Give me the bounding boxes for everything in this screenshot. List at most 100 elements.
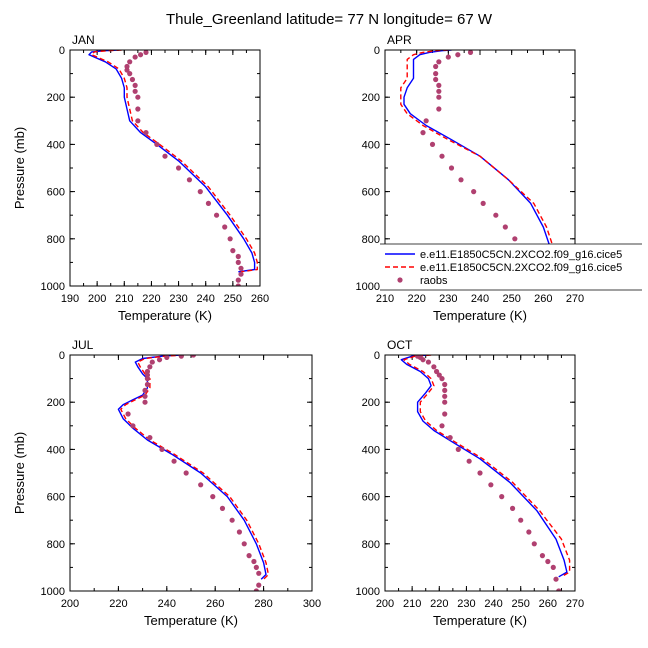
- plot-area: [117, 355, 270, 591]
- raobs-point: [147, 364, 153, 370]
- raobs-point: [210, 494, 216, 500]
- y-tick-label: 600: [362, 492, 380, 504]
- x-tick-label: 220: [407, 293, 425, 305]
- raobs-point: [439, 153, 445, 159]
- raobs-point: [433, 76, 439, 83]
- raobs-point: [442, 381, 448, 388]
- raobs-point: [125, 411, 131, 417]
- panel-oct: OCT 200 210 220 230 240 250 260 270 0 200 400 600 800…: [356, 338, 585, 628]
- raobs-point: [493, 212, 499, 218]
- x-tick-label: 300: [303, 598, 321, 610]
- x-tick-label: 210: [376, 293, 394, 305]
- x-tick-label: 240: [484, 598, 502, 610]
- raobs-point: [436, 88, 442, 94]
- raobs-point: [238, 265, 244, 271]
- x-tick-label: 270: [566, 293, 584, 305]
- plot-frame: [69, 354, 313, 592]
- raobs-point: [144, 381, 151, 388]
- raobs-point: [156, 357, 163, 363]
- raobs-point: [436, 106, 442, 112]
- raobs-point: [235, 259, 241, 265]
- y-tick-label: 200: [362, 397, 380, 409]
- raobs-point: [429, 141, 436, 147]
- raobs-point: [256, 582, 262, 588]
- y-tick-label: 400: [362, 139, 380, 151]
- x-tick-label: 200: [61, 598, 79, 610]
- raobs-point: [512, 236, 518, 242]
- model-line-dashed: [403, 355, 571, 578]
- panel-jan: JAN 190 200 210 220 230 240 250 260 0 200 400 600 800…: [12, 33, 269, 323]
- raobs-point: [159, 446, 165, 452]
- x-axis-label: Temperature (K): [433, 613, 527, 628]
- y-tick-label: 400: [362, 444, 380, 456]
- raobs-point: [480, 200, 486, 206]
- plot-frame: [384, 354, 576, 592]
- raobs-point: [135, 94, 141, 100]
- raobs-point: [197, 189, 203, 195]
- x-tick-label: 200: [88, 293, 106, 305]
- raobs-point: [488, 482, 494, 488]
- x-tick-label: 260: [539, 598, 557, 610]
- x-tick-label: 200: [376, 598, 394, 610]
- raobs-point: [222, 224, 228, 230]
- y-tick-label: 0: [374, 45, 380, 57]
- model-line-solid: [117, 355, 267, 580]
- x-axis-label: Temperature (K): [144, 613, 238, 628]
- raobs-point: [553, 576, 559, 582]
- raobs-point: [129, 76, 136, 83]
- raobs-point: [425, 359, 432, 365]
- model-line-solid: [403, 50, 554, 275]
- raobs-point: [467, 50, 474, 55]
- x-tick-label: 260: [251, 293, 269, 305]
- raobs-point: [253, 564, 259, 571]
- y-tick-label: 200: [47, 92, 65, 104]
- y-tick-label: 0: [59, 45, 65, 57]
- x-tick-label: 240: [158, 598, 176, 610]
- y-tick-label: 200: [47, 397, 65, 409]
- panels: JAN 190 200 210 220 230 240 250 260 0 200 400 600 800…: [12, 33, 584, 628]
- x-tick-label: 210: [403, 598, 421, 610]
- raobs-point: [143, 130, 149, 136]
- legend-label: e.e11.E1850C5CN.2XCO2.f09_g16.cice5: [420, 249, 622, 261]
- y-tick-label: 1000: [41, 281, 65, 293]
- legend-marker-dot: [397, 277, 403, 283]
- raobs-point: [130, 423, 136, 429]
- raobs-point: [164, 355, 170, 360]
- raobs-point: [127, 71, 133, 77]
- raobs-point: [144, 376, 151, 382]
- x-tick-label: 270: [566, 598, 584, 610]
- y-tick-label: 200: [362, 92, 380, 104]
- x-tick-label: 260: [206, 598, 224, 610]
- y-tick-label: 800: [362, 234, 380, 246]
- raobs-point: [162, 153, 168, 159]
- y-tick-label: 800: [362, 539, 380, 551]
- raobs-point: [137, 52, 144, 58]
- raobs-point: [241, 541, 247, 547]
- x-axis-label: Temperature (K): [433, 308, 527, 323]
- raobs-point: [236, 529, 242, 535]
- x-tick-label: 240: [471, 293, 489, 305]
- raobs-point: [175, 165, 182, 171]
- y-tick-label: 600: [47, 492, 65, 504]
- raobs-point: [132, 54, 138, 60]
- x-tick-label: 250: [502, 293, 520, 305]
- raobs-point: [235, 253, 241, 260]
- raobs-point: [423, 118, 429, 124]
- y-axis-label: Pressure (mb): [12, 127, 27, 209]
- raobs-point: [420, 130, 426, 136]
- x-tick-label: 250: [512, 598, 530, 610]
- raobs-point: [471, 189, 477, 195]
- raobs-point: [154, 141, 160, 147]
- raobs-point: [142, 393, 148, 399]
- raobs-point: [186, 177, 193, 183]
- raobs-point: [219, 505, 226, 511]
- raobs-point: [431, 364, 437, 370]
- raobs-point: [142, 399, 148, 405]
- raobs-point: [502, 224, 508, 230]
- x-tick-label: 220: [430, 598, 448, 610]
- raobs-point: [436, 82, 442, 88]
- raobs-point: [439, 423, 445, 429]
- y-tick-label: 400: [47, 444, 65, 456]
- raobs-point: [235, 283, 241, 286]
- raobs-point: [436, 94, 442, 100]
